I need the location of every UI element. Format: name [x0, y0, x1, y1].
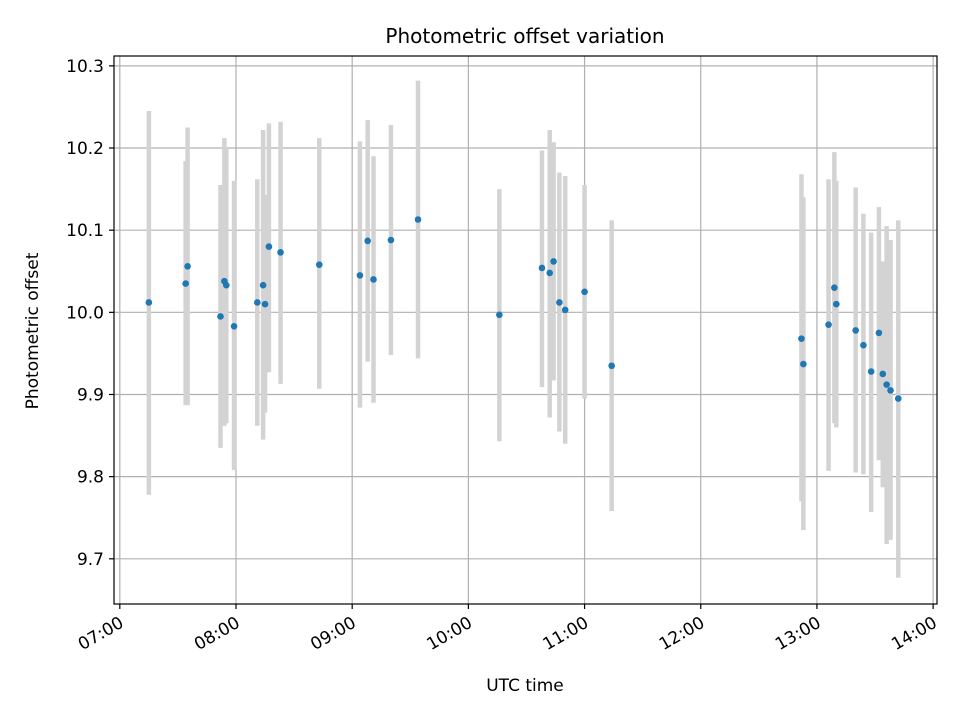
data-point	[265, 243, 273, 250]
data-point	[230, 323, 238, 330]
data-point	[145, 299, 153, 306]
point-layer	[145, 216, 902, 402]
y-tick-label: 9.7	[77, 550, 104, 570]
y-axis-title: Photometric offset	[23, 252, 43, 409]
data-point	[852, 327, 859, 334]
data-point	[217, 313, 224, 320]
data-point	[581, 288, 588, 296]
data-point	[414, 216, 422, 223]
data-point	[608, 362, 615, 370]
data-point	[184, 263, 191, 270]
data-point	[370, 276, 377, 283]
data-point	[223, 281, 230, 289]
data-point	[833, 300, 840, 308]
data-point	[894, 395, 902, 402]
data-point	[546, 269, 554, 277]
data-point	[798, 335, 805, 342]
data-point	[875, 329, 883, 337]
data-point	[825, 321, 832, 328]
data-point	[831, 284, 838, 291]
chart-title: Photometric offset variation	[385, 24, 664, 48]
data-point	[259, 281, 267, 289]
data-point	[860, 341, 867, 349]
data-point	[277, 249, 284, 256]
y-tick-label: 10.3	[66, 57, 104, 77]
data-point	[538, 264, 546, 272]
data-point	[800, 360, 807, 368]
data-point	[887, 387, 894, 394]
y-tick-label: 10.1	[66, 221, 104, 241]
data-point	[883, 381, 890, 388]
plot-frame	[113, 55, 938, 605]
data-point	[867, 368, 875, 375]
data-point	[879, 370, 887, 378]
x-axis-title: UTC time	[486, 676, 564, 696]
data-point	[561, 306, 569, 314]
y-tick-label: 9.8	[77, 468, 104, 488]
y-tick-label: 10.2	[66, 139, 104, 159]
data-point	[356, 272, 364, 279]
y-tick-label: 9.9	[77, 385, 104, 405]
data-point	[550, 258, 557, 265]
data-point	[261, 300, 269, 308]
y-tick-label: 10.0	[66, 303, 104, 323]
data-point	[496, 311, 503, 319]
data-point	[556, 299, 563, 306]
data-point	[315, 261, 323, 268]
data-point	[364, 237, 371, 245]
data-point	[182, 280, 189, 287]
data-point	[387, 236, 395, 244]
data-point	[253, 299, 261, 306]
